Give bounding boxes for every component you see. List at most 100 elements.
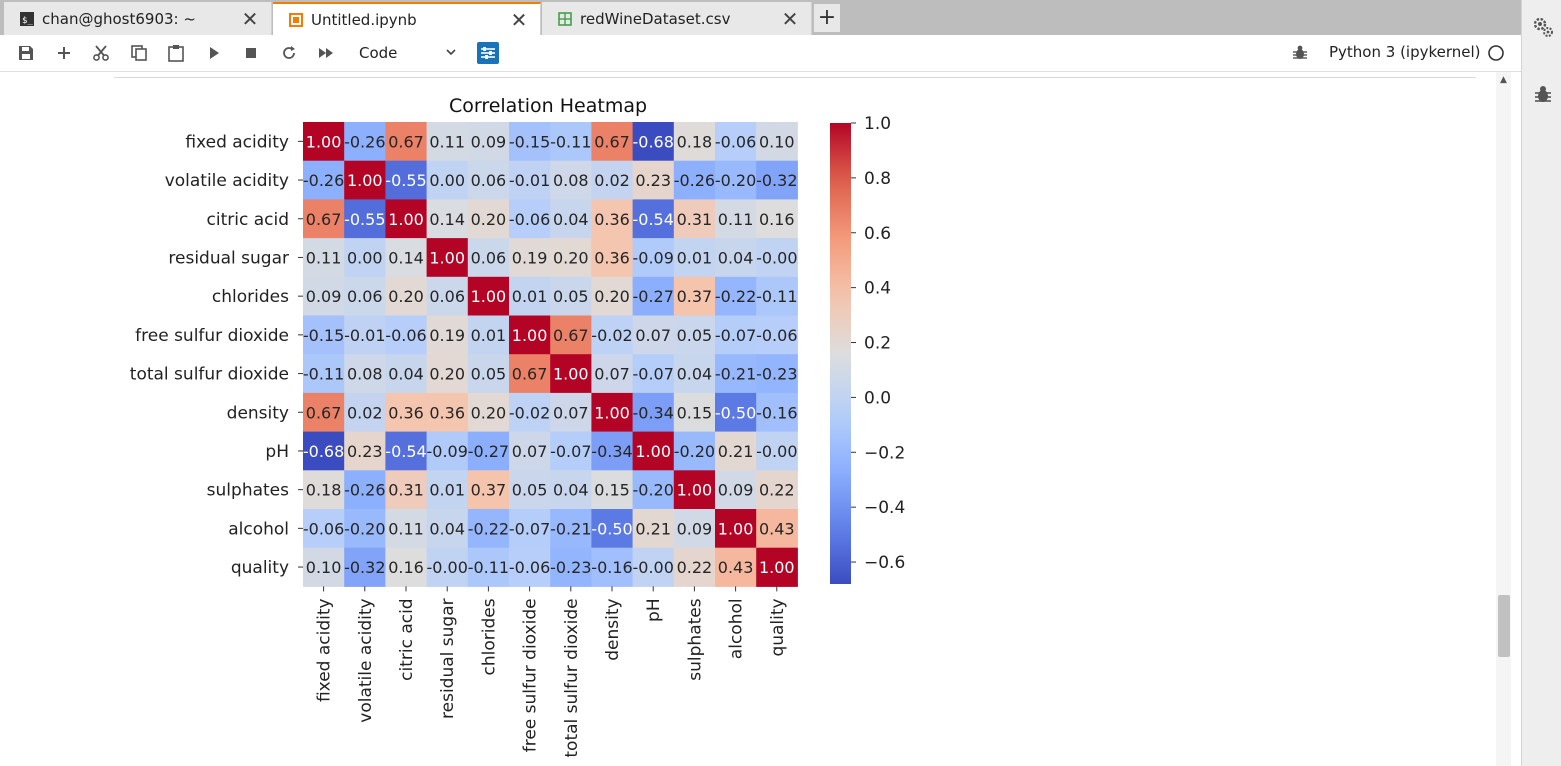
heatmap-cell — [673, 238, 716, 278]
property-inspector-icon[interactable] — [1532, 16, 1554, 38]
x-tick-label: pH — [644, 598, 664, 622]
heatmap-cell — [467, 354, 510, 394]
cell-value-label: 0.07 — [594, 365, 630, 384]
cell-value-label: -0.22 — [715, 287, 756, 306]
cell-value-label: 0.06 — [471, 171, 507, 190]
cell-value-label: 0.36 — [594, 248, 630, 267]
new-tab-button[interactable]: + — [814, 4, 840, 32]
toolbar-toggle-button[interactable] — [477, 42, 499, 64]
scroll-up-arrow[interactable]: ▲ — [1500, 75, 1507, 85]
run-all-button[interactable] — [315, 43, 337, 63]
heatmap-cell — [715, 276, 757, 316]
cell-value-label: 0.22 — [759, 481, 795, 500]
heatmap-cell — [756, 238, 798, 278]
heatmap-cell — [550, 431, 592, 471]
debugger-icon[interactable] — [1532, 84, 1554, 106]
cell-value-label: 0.11 — [388, 519, 424, 538]
heatmap-cell — [385, 509, 428, 549]
heatmap-cell — [426, 160, 469, 200]
cell-value-label: -0.00 — [426, 558, 467, 577]
cell-value-label: 0.01 — [471, 326, 507, 345]
cell-value-label: -0.32 — [344, 558, 385, 577]
cut-button[interactable] — [90, 43, 112, 63]
insert-cell-button[interactable] — [53, 43, 75, 63]
heatmap-cell — [673, 470, 716, 510]
heatmap-cell — [550, 315, 592, 355]
copy-button[interactable] — [128, 43, 150, 63]
heatmap-cell — [756, 354, 798, 394]
fast-forward-icon — [319, 48, 333, 58]
cell-value-label: 1.00 — [512, 326, 548, 345]
cell-value-label: -0.34 — [632, 403, 673, 422]
heatmap-cell — [756, 470, 798, 510]
cell-value-label: -0.09 — [426, 442, 467, 461]
heatmap-cell — [385, 354, 428, 394]
cell-value-label: -0.16 — [756, 403, 797, 422]
heatmap-cell — [385, 122, 428, 162]
cell-value-label: 0.02 — [594, 171, 630, 190]
scrollbar-thumb[interactable] — [1498, 595, 1510, 657]
kernel-name[interactable]: Python 3 (ipykernel) — [1329, 43, 1481, 61]
cell-value-label: 0.04 — [553, 481, 589, 500]
heatmap-cell — [385, 315, 428, 355]
close-icon[interactable]: ✕ — [241, 6, 259, 31]
debug-button[interactable] — [1289, 43, 1311, 63]
scrollbar[interactable] — [1496, 72, 1511, 766]
cell-value-label: 0.67 — [388, 132, 424, 151]
restart-button[interactable] — [278, 43, 300, 63]
cell-value-label: 0.21 — [718, 442, 754, 461]
heatmap-cell — [550, 470, 592, 510]
colorbar-tick-label: 0.2 — [864, 334, 891, 354]
heatmap-cell — [756, 392, 798, 433]
stop-button[interactable] — [240, 43, 262, 63]
close-icon[interactable]: ✕ — [510, 7, 528, 32]
heatmap-cell — [632, 470, 675, 510]
cell-type-select[interactable]: Code — [352, 41, 462, 65]
heatmap-cell — [550, 122, 592, 162]
y-tick-label: residual sugar — [168, 248, 289, 268]
y-tick-label: chlorides — [212, 287, 289, 307]
heatmap-cell — [385, 276, 428, 316]
heatmap-cell — [550, 160, 592, 200]
heatmap-cell — [344, 315, 386, 355]
cell-value-label: 0.21 — [635, 519, 671, 538]
paste-button[interactable] — [165, 43, 187, 63]
heatmap-cell — [344, 547, 386, 587]
heatmap-cell — [509, 122, 551, 162]
x-tick-label: sulphates — [685, 598, 705, 680]
x-tick-label: chlorides — [479, 598, 499, 675]
heatmap-cell — [509, 160, 551, 200]
tab-terminal[interactable]: $_ chan@ghost6903: ~ ✕ — [4, 2, 272, 35]
tab-csv[interactable]: redWineDataset.csv ✕ — [542, 2, 812, 35]
paste-icon — [168, 45, 184, 62]
cell-value-label: 0.01 — [677, 248, 713, 267]
heatmap-cell — [550, 509, 592, 549]
cell-value-label: -0.15 — [509, 132, 550, 151]
close-icon[interactable]: ✕ — [781, 6, 799, 31]
cell-value-label: 0.04 — [677, 365, 713, 384]
save-button[interactable] — [15, 43, 37, 63]
cell-value-label: 0.01 — [429, 481, 465, 500]
cell-value-label: -0.00 — [756, 442, 797, 461]
cell-value-label: 0.05 — [677, 326, 713, 345]
cell-value-label: -0.68 — [303, 442, 344, 461]
cell-value-label: 0.15 — [594, 481, 630, 500]
cell-value-label: 0.67 — [512, 365, 548, 384]
terminal-icon: $_ — [20, 11, 34, 26]
heatmap-cell — [632, 276, 675, 316]
heatmap-cell — [303, 354, 345, 394]
tab-notebook[interactable]: Untitled.ipynb ✕ — [273, 2, 541, 35]
heatmap-cell — [673, 392, 716, 433]
heatmap-cell — [426, 392, 469, 433]
heatmap-cell — [344, 122, 386, 162]
heatmap-cell — [467, 470, 510, 510]
cell-value-label: -0.23 — [550, 558, 591, 577]
run-button[interactable] — [203, 43, 225, 63]
cell-value-label: 0.20 — [429, 365, 465, 384]
heatmap-cell — [715, 354, 757, 394]
cell-value-label: 0.07 — [635, 326, 671, 345]
cell-value-label: -0.34 — [591, 442, 632, 461]
heatmap-cell — [550, 238, 592, 278]
cell-value-label: 0.05 — [471, 365, 507, 384]
cell-value-label: 0.06 — [347, 287, 383, 306]
